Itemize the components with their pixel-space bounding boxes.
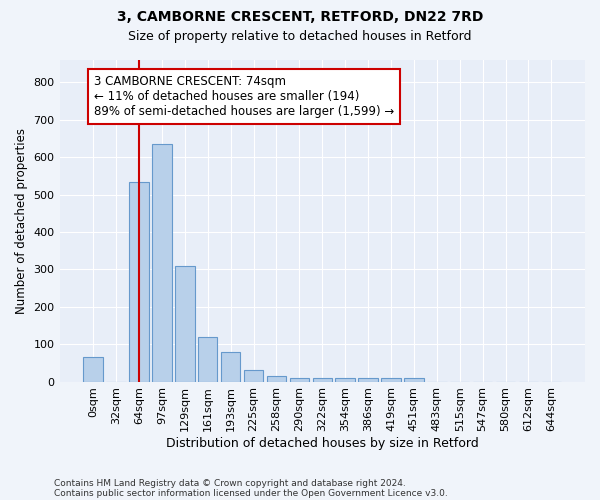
Text: Contains public sector information licensed under the Open Government Licence v3: Contains public sector information licen… xyxy=(54,488,448,498)
Bar xyxy=(152,144,172,382)
X-axis label: Distribution of detached houses by size in Retford: Distribution of detached houses by size … xyxy=(166,437,479,450)
Bar xyxy=(381,378,401,382)
Bar xyxy=(198,336,217,382)
Y-axis label: Number of detached properties: Number of detached properties xyxy=(15,128,28,314)
Text: 3, CAMBORNE CRESCENT, RETFORD, DN22 7RD: 3, CAMBORNE CRESCENT, RETFORD, DN22 7RD xyxy=(117,10,483,24)
Text: Size of property relative to detached houses in Retford: Size of property relative to detached ho… xyxy=(128,30,472,43)
Bar xyxy=(244,370,263,382)
Bar xyxy=(129,182,149,382)
Bar xyxy=(221,352,241,382)
Bar xyxy=(404,378,424,382)
Bar xyxy=(175,266,194,382)
Bar xyxy=(335,378,355,382)
Bar xyxy=(290,378,309,382)
Bar xyxy=(83,358,103,382)
Bar xyxy=(358,378,378,382)
Text: Contains HM Land Registry data © Crown copyright and database right 2024.: Contains HM Land Registry data © Crown c… xyxy=(54,478,406,488)
Bar xyxy=(267,376,286,382)
Text: 3 CAMBORNE CRESCENT: 74sqm
← 11% of detached houses are smaller (194)
89% of sem: 3 CAMBORNE CRESCENT: 74sqm ← 11% of deta… xyxy=(94,75,395,118)
Bar xyxy=(313,378,332,382)
